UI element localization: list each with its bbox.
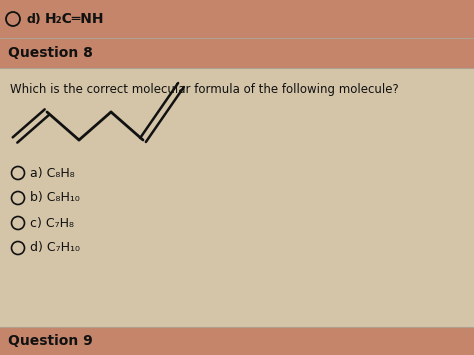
Bar	[0, 0, 474, 38]
Text: b) C₈H₁₀: b) C₈H₁₀	[30, 191, 80, 204]
Bar	[0, 327, 474, 355]
Text: Which is the correct molecular formula of the following molecule?: Which is the correct molecular formula o…	[10, 83, 399, 96]
Text: d): d)	[27, 12, 42, 26]
Text: H₂C═NH: H₂C═NH	[45, 12, 104, 26]
Text: a) C₈H₈: a) C₈H₈	[30, 166, 75, 180]
Text: Question 8: Question 8	[8, 46, 93, 60]
Text: c) C₇H₈: c) C₇H₈	[30, 217, 74, 229]
Bar	[0, 38, 474, 68]
Text: d) C₇H₁₀: d) C₇H₁₀	[30, 241, 80, 255]
Bar	[0, 68, 474, 327]
Text: Question 9: Question 9	[8, 334, 93, 348]
